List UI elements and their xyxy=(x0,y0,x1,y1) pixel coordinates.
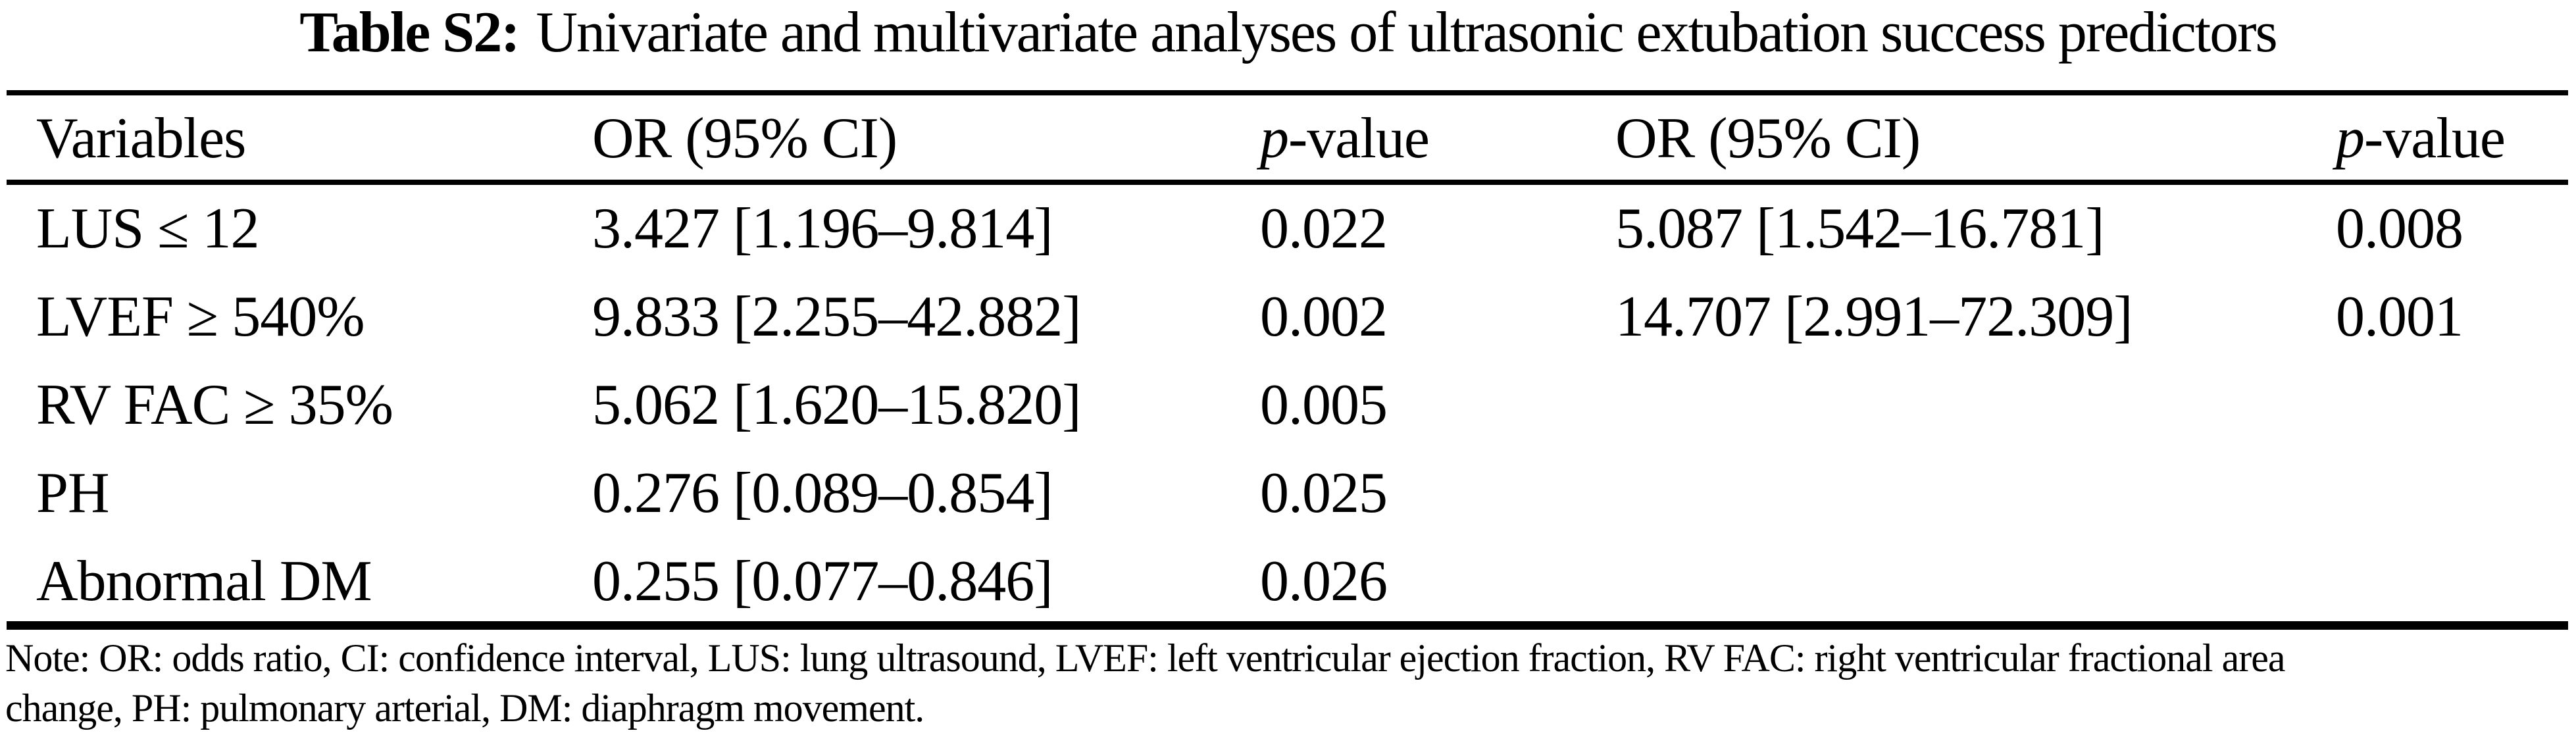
table-row: RV FAC ≥ 35% 5.062 [1.620–15.820] 0.005 xyxy=(0,361,2576,449)
cell-p-univariate: 0.025 xyxy=(1260,461,1388,525)
table-row: LVEF ≥ 540% 9.833 [2.255–42.882] 0.002 1… xyxy=(0,272,2576,361)
cell-or-univariate: 0.255 [0.077–0.846] xyxy=(592,549,1053,613)
header-p-univariate: p-value xyxy=(1260,105,1615,172)
cell-or-multivariate: 14.707 [2.991–72.309] xyxy=(1615,284,2133,349)
cell-p-univariate: 0.005 xyxy=(1260,372,1388,437)
header-p-multivariate-rest: -value xyxy=(2364,106,2506,170)
header-p-univariate-italic: p xyxy=(1260,106,1289,170)
header-or-univariate: OR (95% CI) xyxy=(592,106,897,170)
cell-p-univariate: 0.002 xyxy=(1260,284,1388,349)
cell-or-univariate: 0.276 [0.089–0.854] xyxy=(592,461,1053,525)
cell-variable: PH xyxy=(36,461,110,525)
results-table: Variables OR (95% CI) p-value OR (95% CI… xyxy=(0,92,2576,625)
table-caption: Table S2: Univariate and multivariate ana… xyxy=(0,1,2576,64)
table-caption-label: Table S2: xyxy=(299,1,520,64)
cell-or-univariate: 3.427 [1.196–9.814] xyxy=(592,196,1053,261)
header-divider-rule xyxy=(7,180,2568,185)
header-or-multivariate: OR (95% CI) xyxy=(1615,106,1921,170)
cell-p-multivariate: 0.001 xyxy=(2336,284,2463,349)
table-row: PH 0.276 [0.089–0.854] 0.025 xyxy=(0,449,2576,537)
table-caption-text: Univariate and multivariate analyses of … xyxy=(536,1,2278,64)
header-p-multivariate-italic: p xyxy=(2336,106,2365,170)
cell-or-univariate: 9.833 [2.255–42.882] xyxy=(592,284,1082,349)
cell-variable: LUS ≤ 12 xyxy=(36,196,260,261)
cell-p-multivariate: 0.008 xyxy=(2336,196,2463,261)
cell-or-univariate: 5.062 [1.620–15.820] xyxy=(592,372,1082,437)
cell-p-univariate: 0.022 xyxy=(1260,196,1388,261)
cell-variable: LVEF ≥ 540% xyxy=(36,284,365,349)
top-rule xyxy=(7,90,2568,95)
table-note: Note: OR: odds ratio, CI: confidence int… xyxy=(5,633,2571,733)
cell-variable: Abnormal DM xyxy=(36,549,372,613)
bottom-rule xyxy=(7,621,2568,630)
table-note-line2: change, PH: pulmonary arterial, DM: diap… xyxy=(5,686,924,730)
cell-or-multivariate: 5.087 [1.542–16.781] xyxy=(1615,196,2105,261)
table-row: LUS ≤ 12 3.427 [1.196–9.814] 0.022 5.087… xyxy=(0,184,2576,272)
table-note-line1: Note: OR: odds ratio, CI: confidence int… xyxy=(5,636,2285,680)
header-p-multivariate: p-value xyxy=(2336,105,2576,172)
cell-p-univariate: 0.026 xyxy=(1260,549,1388,613)
table-row: Abnormal DM 0.255 [0.077–0.846] 0.026 xyxy=(0,537,2576,625)
header-variables: Variables xyxy=(36,106,246,170)
cell-variable: RV FAC ≥ 35% xyxy=(36,372,393,437)
header-row: Variables OR (95% CI) p-value OR (95% CI… xyxy=(0,92,2576,184)
header-p-univariate-rest: -value xyxy=(1288,106,1430,170)
